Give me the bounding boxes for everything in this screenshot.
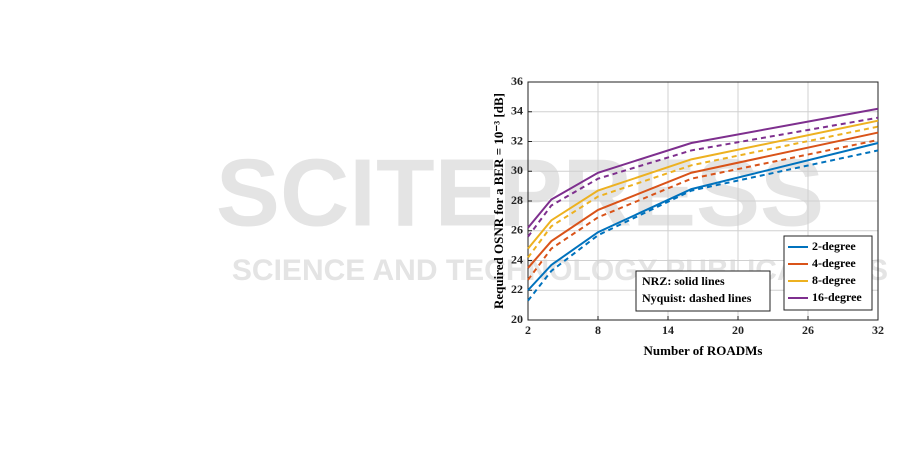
x-tick-label: 20 bbox=[732, 323, 744, 337]
y-tick-label: 34 bbox=[511, 104, 523, 118]
axes-box bbox=[527, 81, 879, 321]
legend-label: 16-degree bbox=[812, 290, 862, 304]
y-tick-label: 36 bbox=[511, 74, 523, 88]
x-tick-label: 2 bbox=[525, 323, 531, 337]
solid-line bbox=[527, 107, 879, 229]
annotation-box bbox=[635, 270, 771, 312]
solid-line bbox=[527, 119, 879, 250]
y-axis-label: Required OSNR for a BER = 10⁻³ [dB] bbox=[491, 93, 506, 309]
solid-line bbox=[527, 131, 879, 269]
x-tick-label: 26 bbox=[802, 323, 814, 337]
y-tick-label: 30 bbox=[511, 163, 523, 177]
legend-label: 4-degree bbox=[812, 256, 856, 270]
x-tick-label: 32 bbox=[872, 323, 884, 337]
dashed-line bbox=[527, 116, 879, 238]
x-axis-label: Number of ROADMs bbox=[644, 343, 763, 358]
watermark-title: SCITEPRESS bbox=[216, 139, 824, 246]
dashed-line bbox=[527, 149, 879, 302]
annotation: Nyquist: dashed lines bbox=[642, 291, 752, 305]
y-tick-label: 22 bbox=[511, 282, 523, 296]
y-tick-label: 20 bbox=[511, 312, 523, 326]
y-tick-label: 24 bbox=[511, 252, 523, 266]
legend-label: 8-degree bbox=[812, 273, 856, 287]
annotation: NRZ: solid lines bbox=[642, 274, 725, 288]
dashed-line bbox=[527, 125, 879, 259]
legend-label: 2-degree bbox=[812, 239, 856, 253]
y-tick-label: 28 bbox=[511, 193, 523, 207]
y-tick-label: 26 bbox=[511, 223, 523, 237]
solid-line bbox=[527, 142, 879, 291]
y-tick-label: 32 bbox=[511, 133, 523, 147]
x-tick-label: 8 bbox=[595, 323, 601, 337]
x-tick-label: 14 bbox=[662, 323, 674, 337]
